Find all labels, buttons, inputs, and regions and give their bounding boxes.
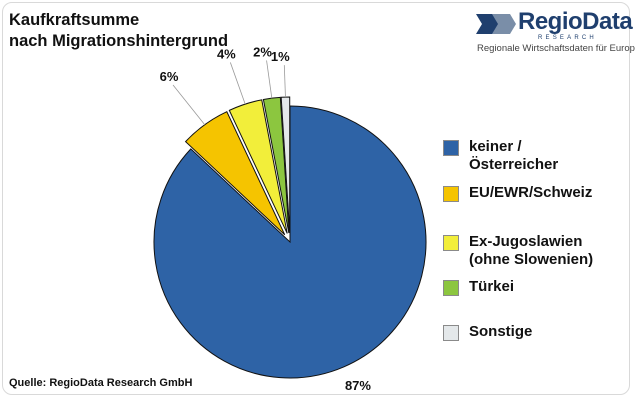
chart-title: Kaufkraftsumme nach Migrationshintergrun… (9, 10, 228, 52)
regiodata-logo: RegioData RESEARCH Regionale Wirtschafts… (474, 8, 635, 56)
pie-leader-line (172, 84, 206, 125)
legend-swatch (443, 325, 459, 341)
pie-value-label: 2% (253, 44, 272, 59)
legend-swatch (443, 280, 459, 296)
legend-swatch (443, 235, 459, 251)
legend-label-line: keiner / (469, 138, 522, 155)
legend-label-line: Österreicher (469, 156, 559, 173)
chart-source: Quelle: RegioData Research GmbH (9, 377, 193, 389)
chart-title-line-2: nach Migrationshintergrund (9, 32, 229, 50)
logo-subtitle: RESEARCH (538, 35, 597, 41)
pie-leader-line (283, 65, 286, 98)
legend-label: Ex-Jugoslawien (ohne Slowenien) (469, 233, 593, 269)
logo-name: RegioData (518, 8, 633, 35)
pie-leader-line (229, 62, 246, 105)
chart-title-line-1: Kaufkraftsumme (9, 11, 140, 29)
pie-value-label: 6% (160, 69, 179, 84)
legend-label: Türkei (469, 278, 514, 296)
pie-value-label: 87% (345, 378, 371, 393)
logo-tagline: Regionale Wirtschaftsdaten für Europa (477, 43, 635, 54)
legend-label: Sonstige (469, 323, 532, 341)
pie-slice-keiner (153, 105, 427, 379)
legend-swatch (443, 186, 459, 202)
pie-value-label: 4% (217, 46, 236, 61)
legend-label-line: EU/EWR/Schweiz (469, 184, 593, 201)
legend-label-line: Ex-Jugoslawien (469, 233, 583, 250)
legend-label-line: Türkei (469, 278, 515, 295)
legend-label: EU/EWR/Schweiz (469, 184, 592, 202)
pie-leader-line (266, 60, 273, 99)
pie-value-label: 1% (271, 49, 290, 64)
legend-label-line: (ohne Slowenien) (469, 251, 594, 268)
legend-swatch (443, 140, 459, 156)
legend-label: keiner / Österreicher (469, 138, 558, 174)
pie-slice-ex-jugoslawien (228, 99, 288, 234)
legend-label-line: Sonstige (469, 323, 533, 340)
logo-mark-icon (476, 14, 516, 34)
